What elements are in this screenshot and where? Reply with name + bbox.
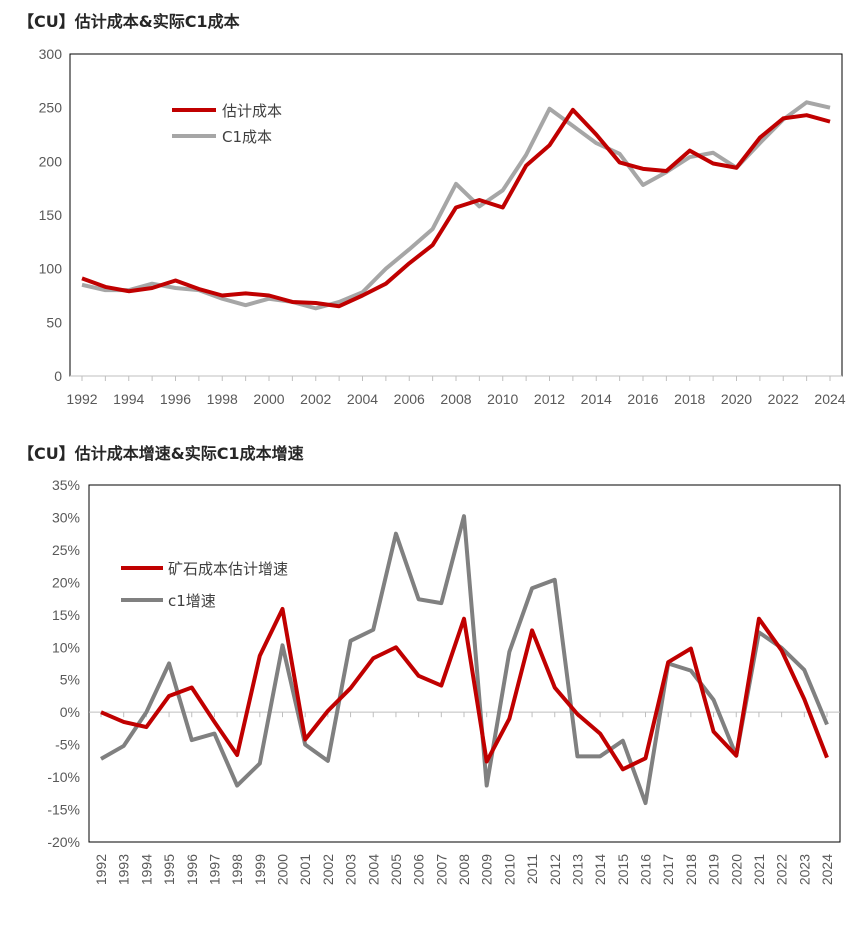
x-tick-label: 2020 <box>721 391 752 407</box>
legend-label-0: 矿石成本估计增速 <box>168 560 288 578</box>
y-tick-label: -20% <box>47 834 80 850</box>
y-tick-label: 35% <box>52 477 80 493</box>
chart2-title: 【CU】估计成本增速&实际C1成本增速 <box>18 444 304 463</box>
x-tick-label: 1992 <box>66 391 97 407</box>
x-tick-label: 2014 <box>592 854 608 885</box>
x-tick-label: 2009 <box>479 854 495 885</box>
y-tick-label: 25% <box>52 542 80 558</box>
y-tick-label: 150 <box>39 207 63 223</box>
y-tick-label: 200 <box>39 153 63 169</box>
x-tick-label: 2005 <box>388 854 404 885</box>
y-tick-label: 10% <box>52 639 80 655</box>
y-tick-label: 15% <box>52 607 80 623</box>
y-tick-label: 5% <box>60 672 80 688</box>
legend-label-0: 估计成本 <box>222 102 282 120</box>
x-tick-label: 1995 <box>161 854 177 885</box>
x-tick-label: 2006 <box>394 391 425 407</box>
x-tick-label: 2024 <box>819 854 835 885</box>
x-tick-label: 2010 <box>487 391 518 407</box>
legend-label-1: c1增速 <box>168 592 216 610</box>
y-tick-label: 50 <box>46 314 62 330</box>
x-tick-label: 2018 <box>674 391 705 407</box>
x-tick-label: 2007 <box>433 854 449 885</box>
x-tick-label: 2019 <box>706 854 722 885</box>
x-tick-label: 1997 <box>206 854 222 885</box>
y-tick-label: 300 <box>39 46 63 62</box>
x-tick-label: 1996 <box>160 391 191 407</box>
x-tick-label: 2021 <box>751 854 767 885</box>
x-tick-label: 2017 <box>660 854 676 885</box>
x-tick-label: 2016 <box>627 391 658 407</box>
x-tick-label: 1993 <box>116 854 132 885</box>
x-tick-label: 2011 <box>524 854 540 884</box>
y-tick-label: 100 <box>39 261 63 277</box>
x-tick-label: 2010 <box>501 854 517 885</box>
y-tick-label: 250 <box>39 100 63 116</box>
x-tick-label: 2008 <box>440 391 471 407</box>
x-tick-label: 2001 <box>297 854 313 885</box>
x-tick-label: 2000 <box>253 391 284 407</box>
x-tick-label: 1998 <box>229 854 245 885</box>
x-tick-label: 2003 <box>343 854 359 885</box>
x-tick-label: 2004 <box>365 854 381 885</box>
x-tick-label: 2020 <box>728 854 744 885</box>
x-tick-label: 2015 <box>615 854 631 885</box>
x-tick-label: 2014 <box>581 391 612 407</box>
x-tick-label: 2012 <box>547 854 563 885</box>
x-tick-label: 2008 <box>456 854 472 885</box>
y-tick-label: -5% <box>55 737 80 753</box>
y-tick-label: -15% <box>47 802 80 818</box>
x-tick-label: 1992 <box>93 854 109 885</box>
series-line-0 <box>81 107 831 309</box>
x-tick-label: 2002 <box>320 854 336 885</box>
x-tick-label: 2002 <box>300 391 331 407</box>
x-tick-label: 2022 <box>774 854 790 885</box>
x-tick-label: 1994 <box>138 854 154 885</box>
y-tick-label: 0 <box>54 368 62 384</box>
x-tick-label: 2016 <box>638 854 654 885</box>
y-tick-label: 20% <box>52 574 80 590</box>
y-tick-label: 30% <box>52 509 80 525</box>
plot-area <box>88 484 841 843</box>
legend-label-1: C1成本 <box>222 128 272 146</box>
x-tick-label: 1998 <box>207 391 238 407</box>
series-line-0 <box>100 606 829 772</box>
chart1-title: 【CU】估计成本&实际C1成本 <box>18 12 240 31</box>
x-tick-label: 2012 <box>534 391 565 407</box>
x-tick-label: 2006 <box>411 854 427 885</box>
x-tick-label: 2013 <box>569 854 585 885</box>
x-tick-label: 1996 <box>184 854 200 885</box>
x-tick-label: 2000 <box>275 854 291 885</box>
x-tick-label: 1994 <box>113 391 144 407</box>
y-tick-label: -10% <box>47 769 80 785</box>
x-tick-label: 2022 <box>768 391 799 407</box>
x-tick-label: 1999 <box>252 854 268 885</box>
y-tick-label: 0% <box>60 704 80 720</box>
x-tick-label: 2023 <box>796 854 812 885</box>
x-tick-label: 2018 <box>683 854 699 885</box>
x-tick-label: 2004 <box>347 391 378 407</box>
series-line-1 <box>100 514 829 806</box>
x-tick-label: 2024 <box>814 391 845 407</box>
cost-chart: 0 50 100 150 200 250 300 1992 1994 1996 1998 2000 20… <box>39 46 846 407</box>
